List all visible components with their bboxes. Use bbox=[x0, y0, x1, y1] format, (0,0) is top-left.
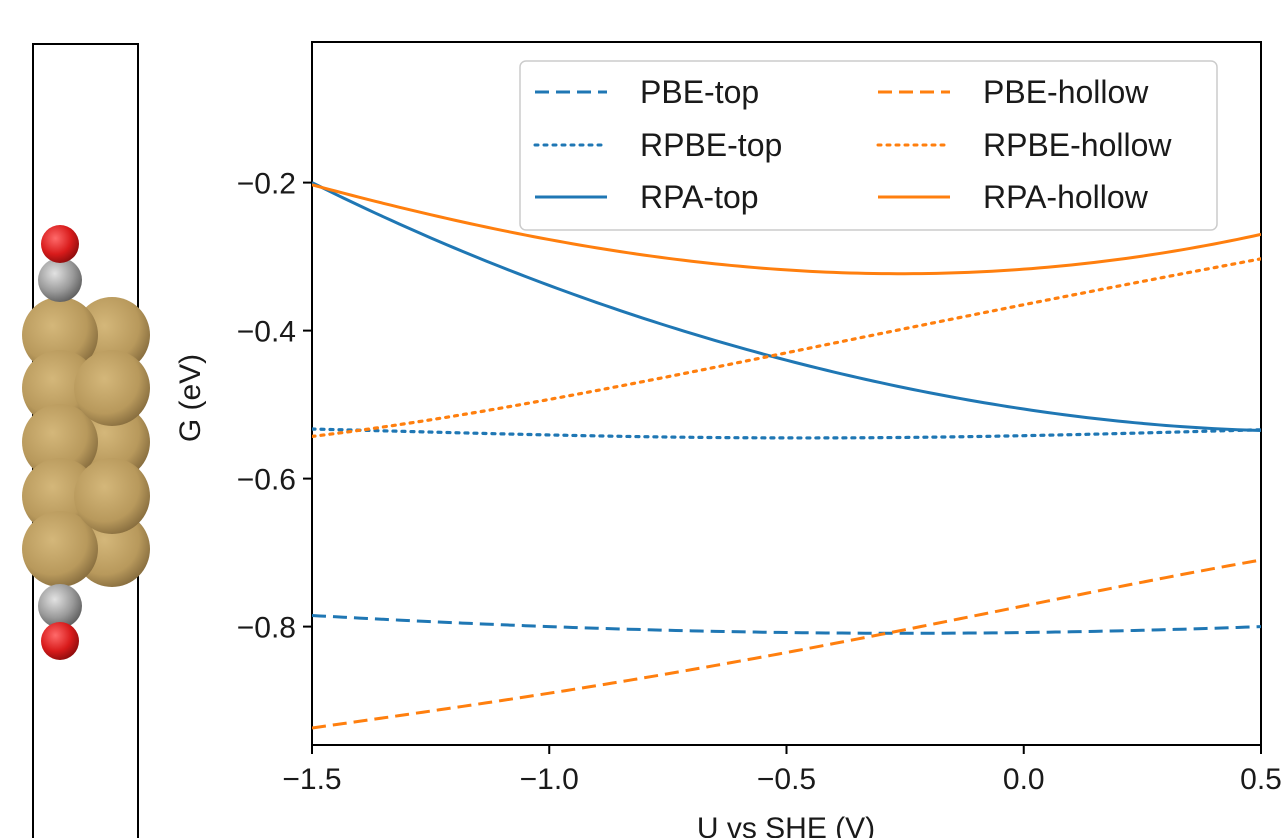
series-line-rpa-top bbox=[312, 181, 1261, 432]
series-line-pbe-hollow bbox=[312, 558, 1261, 730]
cu-atom bbox=[74, 511, 150, 587]
x-tick-label: −0.5 bbox=[757, 763, 816, 796]
legend-box bbox=[519, 60, 1218, 231]
carbon-atom-top bbox=[38, 258, 82, 302]
cu-atom bbox=[74, 297, 150, 373]
cu-atom bbox=[22, 350, 98, 426]
x-tick-label: −1.0 bbox=[520, 763, 579, 796]
cu-atom bbox=[22, 458, 98, 534]
cu-atom bbox=[22, 297, 98, 373]
oxygen-atom-top bbox=[41, 225, 79, 263]
x-tick-label: 0.5 bbox=[1240, 763, 1282, 796]
cu-atom bbox=[74, 458, 150, 534]
legend-label: PBE-hollow bbox=[983, 74, 1149, 110]
legend-label: RPA-hollow bbox=[983, 179, 1149, 215]
axis-ticks: −1.5 −1.0 −0.5 0.0 0.5 −0.2 −0.4 −0.6 −0.8 bbox=[237, 168, 1282, 796]
y-tick-label: −0.8 bbox=[237, 612, 296, 645]
series-layer bbox=[312, 181, 1261, 730]
legend: PBE-top RPBE-top RPA-top PBE-hollow RPBE-hol… bbox=[519, 60, 1218, 231]
cu-atom bbox=[74, 404, 150, 480]
legend-label: PBE-top bbox=[640, 74, 759, 110]
legend-label: RPBE-top bbox=[640, 127, 782, 163]
series-line-rpa-hollow bbox=[312, 183, 1261, 276]
legend-label: RPBE-hollow bbox=[983, 127, 1172, 163]
x-tick-label: −1.5 bbox=[282, 763, 341, 796]
oxygen-atom-bottom bbox=[41, 622, 79, 660]
series-line-rpbe-top bbox=[312, 427, 1261, 440]
series-line-rpbe-hollow bbox=[312, 257, 1261, 439]
x-axis-label: U vs SHE (V) bbox=[697, 812, 875, 838]
legend-label: RPA-top bbox=[640, 179, 759, 215]
inset-structure bbox=[22, 43, 150, 838]
y-tick-label: −0.2 bbox=[237, 168, 296, 201]
series-line-pbe-top bbox=[312, 614, 1261, 635]
y-tick-label: −0.4 bbox=[237, 316, 296, 349]
cu-slab bbox=[22, 297, 150, 587]
x-tick-label: 0.0 bbox=[1003, 763, 1045, 796]
y-axis-label: G (eV) bbox=[174, 354, 207, 442]
carbon-atom-bottom bbox=[38, 584, 82, 628]
y-tick-label: −0.6 bbox=[237, 464, 296, 497]
cu-atom bbox=[22, 511, 98, 587]
cu-atom bbox=[74, 350, 150, 426]
cu-atom bbox=[22, 404, 98, 480]
